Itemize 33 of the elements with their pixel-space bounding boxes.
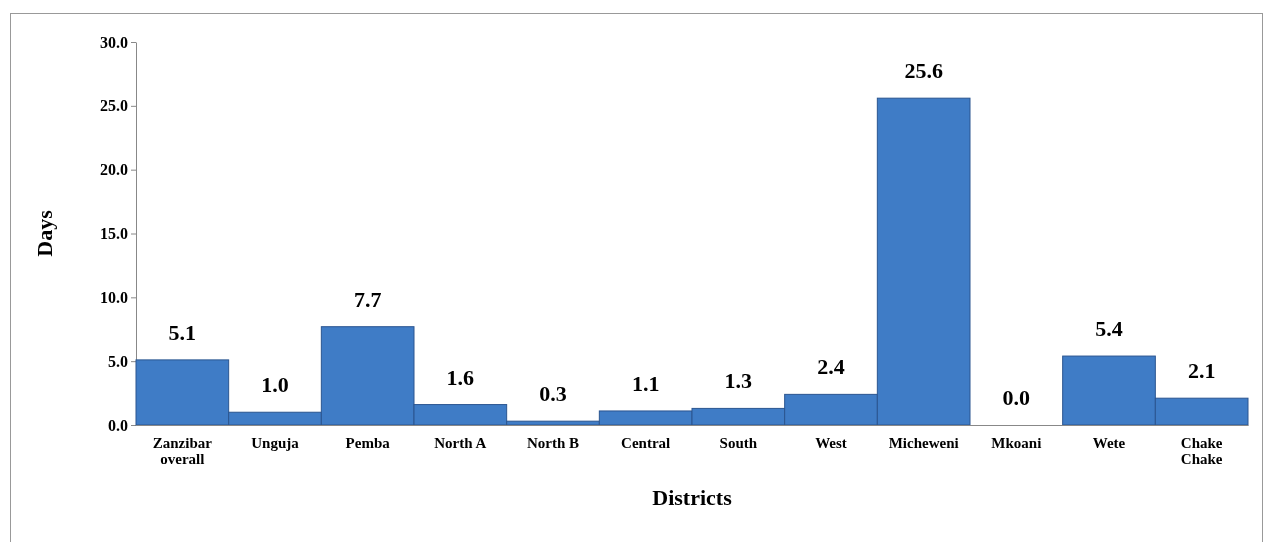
data-label: 1.0 <box>261 372 289 398</box>
x-tick-label: Chake Chake <box>1180 434 1223 467</box>
x-tick-label: Mkoani <box>991 434 1042 451</box>
x-tick-label: North A <box>434 434 487 451</box>
data-label: 2.4 <box>817 354 845 380</box>
x-tick-label: Micheweni <box>888 434 959 451</box>
data-label: 7.7 <box>353 286 382 312</box>
y-tick-label: 0.0 <box>108 416 128 434</box>
data-label: 0.3 <box>539 381 567 407</box>
x-tick-label: West <box>815 434 847 451</box>
x-axis-title: Districts <box>652 485 733 510</box>
data-label: 25.6 <box>904 58 943 84</box>
data-label: 1.6 <box>446 364 475 390</box>
y-tick-label: 25.0 <box>100 97 128 115</box>
y-tick-label: 30.0 <box>100 33 128 51</box>
x-tick-label: North B <box>526 434 580 451</box>
y-tick-label: 10.0 <box>100 288 128 306</box>
y-axis-title: Days <box>32 209 57 257</box>
y-tick-label: 5.0 <box>108 352 128 370</box>
y-tick-label: 15.0 <box>100 225 128 243</box>
data-label: 5.1 <box>168 319 197 345</box>
x-tick-label: Zanzibar overall <box>152 434 213 467</box>
data-label: 2.1 <box>1187 358 1216 384</box>
data-label: 1.3 <box>724 368 753 394</box>
x-tick-label: Wete <box>1092 434 1126 451</box>
y-tick-label: 20.0 <box>100 161 128 179</box>
x-tick-label: Unguja <box>251 434 300 451</box>
x-tick-label: Central <box>621 434 671 451</box>
x-tick-label: Pemba <box>345 434 391 451</box>
data-label: 1.1 <box>631 370 660 396</box>
data-label: 5.4 <box>1095 316 1123 342</box>
data-label: 0.0 <box>1002 385 1031 410</box>
x-tick-label: South <box>719 434 758 451</box>
